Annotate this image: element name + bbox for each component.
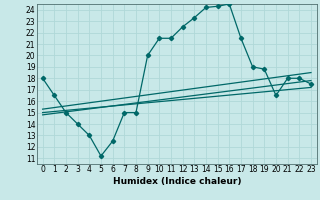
X-axis label: Humidex (Indice chaleur): Humidex (Indice chaleur)	[113, 177, 241, 186]
